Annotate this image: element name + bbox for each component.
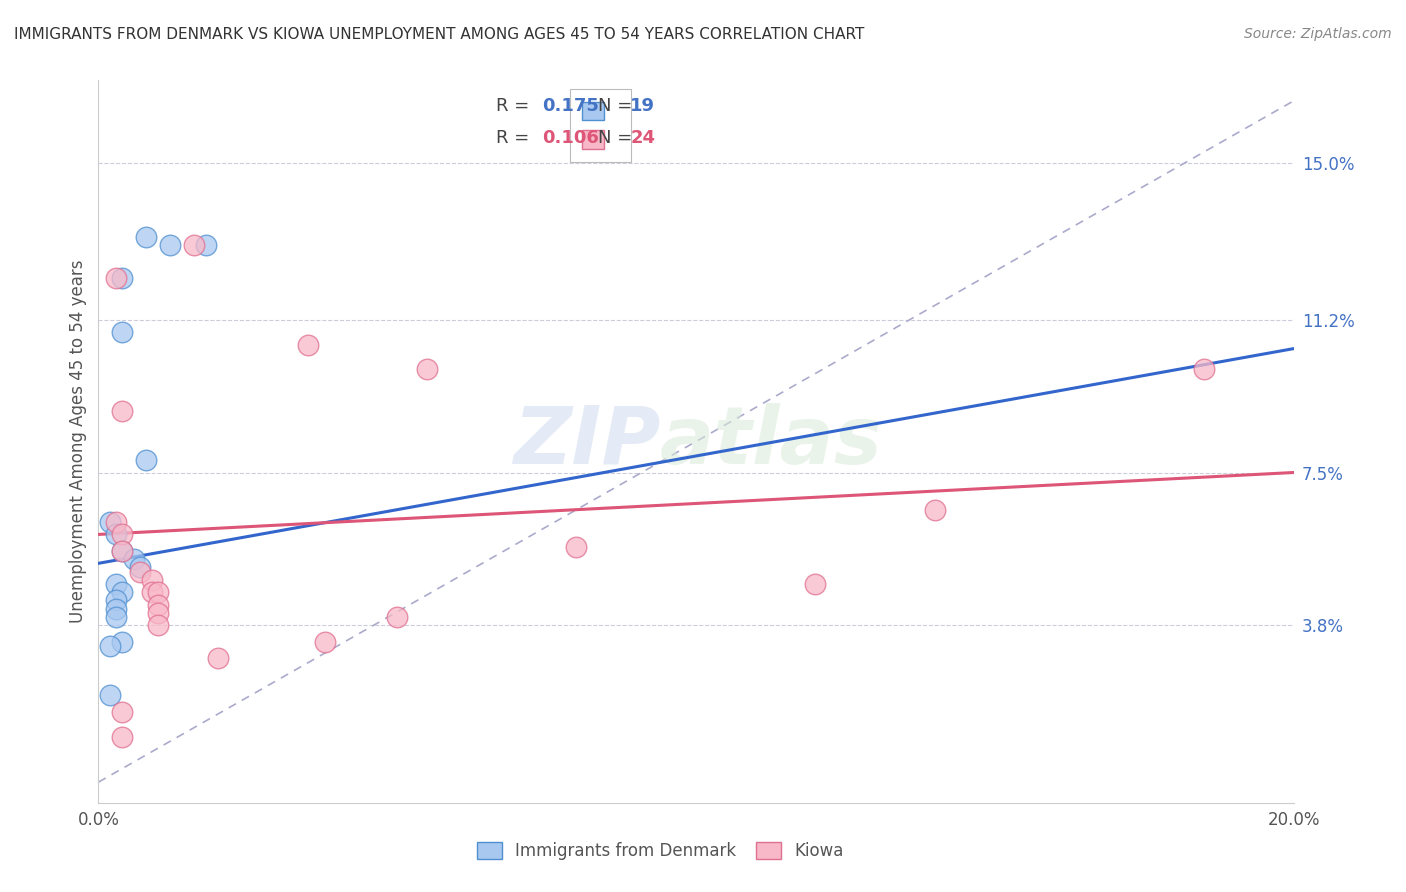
Text: Source: ZipAtlas.com: Source: ZipAtlas.com	[1244, 27, 1392, 41]
Point	[129, 560, 152, 574]
Point	[565, 540, 588, 554]
Legend: Immigrants from Denmark, Kiowa: Immigrants from Denmark, Kiowa	[470, 835, 851, 867]
Point	[111, 544, 134, 558]
Point	[129, 565, 152, 579]
Text: R =: R =	[496, 96, 536, 114]
Point	[111, 271, 134, 285]
Point	[111, 403, 134, 417]
Point	[111, 527, 134, 541]
Point	[111, 634, 134, 648]
Point	[141, 573, 163, 587]
Point	[111, 325, 134, 339]
Point	[135, 230, 157, 244]
Point	[105, 271, 128, 285]
Point	[148, 598, 170, 612]
Point	[297, 337, 319, 351]
Text: R =: R =	[496, 129, 536, 147]
Point	[924, 502, 946, 516]
Point	[111, 585, 134, 599]
Text: IMMIGRANTS FROM DENMARK VS KIOWA UNEMPLOYMENT AMONG AGES 45 TO 54 YEARS CORRELAT: IMMIGRANTS FROM DENMARK VS KIOWA UNEMPLO…	[14, 27, 865, 42]
Point	[148, 585, 170, 599]
Point	[105, 610, 128, 624]
Point	[98, 689, 122, 703]
Text: 24: 24	[630, 129, 655, 147]
Point	[111, 544, 134, 558]
Y-axis label: Unemployment Among Ages 45 to 54 years: Unemployment Among Ages 45 to 54 years	[69, 260, 87, 624]
Point	[111, 730, 134, 744]
Point	[105, 593, 128, 607]
Point	[1192, 362, 1215, 376]
Text: 0.106: 0.106	[541, 129, 599, 147]
Point	[148, 606, 170, 620]
Point	[141, 585, 163, 599]
Point	[183, 238, 205, 252]
Point	[207, 651, 229, 665]
Point	[148, 618, 170, 632]
Point	[105, 527, 128, 541]
Point	[135, 453, 157, 467]
Text: ZIP: ZIP	[513, 402, 661, 481]
Point	[111, 705, 134, 719]
Text: atlas: atlas	[661, 402, 883, 481]
Text: N =: N =	[598, 129, 638, 147]
Point	[804, 577, 827, 591]
Point	[416, 362, 439, 376]
Point	[315, 634, 337, 648]
Text: 19: 19	[630, 96, 655, 114]
Point	[105, 601, 128, 615]
Text: N =: N =	[598, 96, 638, 114]
Point	[105, 515, 128, 529]
Point	[159, 238, 181, 252]
Point	[195, 238, 218, 252]
Point	[124, 552, 146, 566]
Point	[385, 610, 409, 624]
Point	[105, 577, 128, 591]
Point	[98, 515, 122, 529]
Text: 0.175: 0.175	[541, 96, 599, 114]
Point	[98, 639, 122, 653]
